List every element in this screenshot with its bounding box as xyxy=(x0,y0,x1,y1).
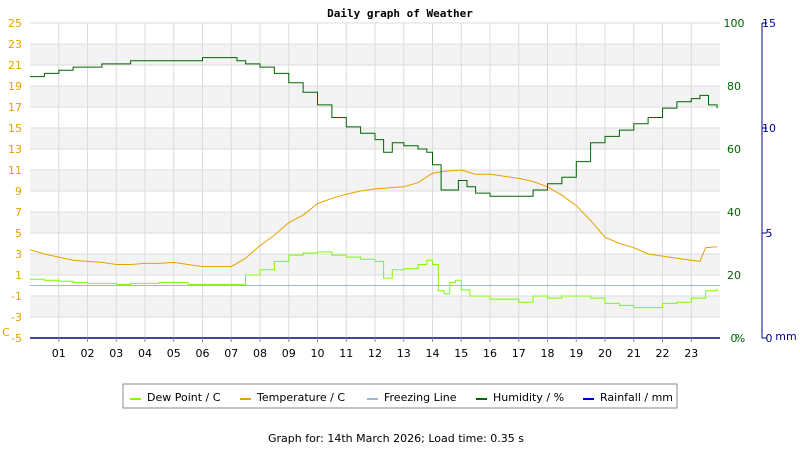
footer-text: Graph for: 14th March 2026; Load time: 0… xyxy=(268,432,524,445)
x-tick-label: 08 xyxy=(253,347,267,360)
humidity-tick-label: 60 xyxy=(727,143,741,156)
humidity-tick-label: 20 xyxy=(727,269,741,282)
left-tick-label: 15 xyxy=(8,122,22,135)
x-tick-label: 09 xyxy=(282,347,296,360)
x-tick-label: 12 xyxy=(368,347,382,360)
legend-box xyxy=(122,383,678,409)
left-tick-label: 21 xyxy=(8,59,22,72)
x-tick-label: 20 xyxy=(598,347,612,360)
chart-title: Daily graph of Weather xyxy=(327,7,473,20)
left-tick-label: 9 xyxy=(15,185,22,198)
x-tick-label: 13 xyxy=(397,347,411,360)
rain-tick-label: 10 xyxy=(762,122,776,135)
left-tick-label: 3 xyxy=(15,248,22,261)
series-line xyxy=(30,57,718,197)
legend-label: Humidity / % xyxy=(493,391,564,404)
x-tick-label: 16 xyxy=(483,347,497,360)
left-tick-label: -5 xyxy=(11,332,22,345)
x-tick-label: 01 xyxy=(52,347,66,360)
legend-label: Rainfall / mm xyxy=(600,391,673,404)
x-tick-label: 04 xyxy=(138,347,152,360)
humidity-tick-label: 0 xyxy=(731,332,738,345)
left-tick-label: 5 xyxy=(15,227,22,240)
left-tick-label: 25 xyxy=(8,17,22,30)
left-tick-label: 1 xyxy=(15,269,22,282)
x-tick-label: 19 xyxy=(569,347,583,360)
x-tick-label: 03 xyxy=(109,347,123,360)
left-tick-label: 7 xyxy=(15,206,22,219)
x-tick-label: 18 xyxy=(541,347,555,360)
humidity-axis-label: % xyxy=(735,332,745,345)
legend-label: Temperature / C xyxy=(256,391,345,404)
series-line xyxy=(29,169,718,268)
humidity-tick-label: 40 xyxy=(727,206,741,219)
x-tick-label: 17 xyxy=(512,347,526,360)
x-tick-label: 11 xyxy=(339,347,353,360)
x-tick-label: 05 xyxy=(167,347,181,360)
x-tick-label: 15 xyxy=(454,347,468,360)
left-tick-label: 13 xyxy=(8,143,22,156)
left-tick-label: 19 xyxy=(8,80,22,93)
axes: 01 02 03 04 05 06 07 08 09 10 11 12 13 14 15 16 17 18 19 20… xyxy=(2,17,797,360)
humidity-tick-label: 80 xyxy=(727,80,741,93)
rain-tick-label: 0 xyxy=(766,332,773,345)
x-tick-label: 07 xyxy=(224,347,238,360)
humidity-tick-label: 100 xyxy=(724,17,745,30)
rain-axis-label: mm xyxy=(775,330,796,343)
legend-label: Freezing Line xyxy=(384,391,457,404)
x-tick-label: 22 xyxy=(656,347,670,360)
left-tick-label: 23 xyxy=(8,38,22,51)
left-tick-label: -3 xyxy=(11,311,22,324)
series-line xyxy=(30,251,718,309)
legend: Dew Point / C Temperature / C Freezing Lin… xyxy=(122,383,678,409)
x-tick-label: 06 xyxy=(196,347,210,360)
x-tick-label: 21 xyxy=(627,347,641,360)
rain-tick-label: 15 xyxy=(762,17,776,30)
left-tick-label: 17 xyxy=(8,101,22,114)
left-tick-label: 11 xyxy=(8,164,22,177)
rain-tick-label: 5 xyxy=(766,227,773,240)
left-axis-label: C xyxy=(2,326,10,339)
legend-label: Dew Point / C xyxy=(147,391,221,404)
x-tick-label: 14 xyxy=(426,347,440,360)
x-tick-label: 23 xyxy=(684,347,698,360)
x-tick-label: 10 xyxy=(311,347,325,360)
left-tick-label: -1 xyxy=(11,290,22,303)
x-tick-label: 02 xyxy=(81,347,95,360)
